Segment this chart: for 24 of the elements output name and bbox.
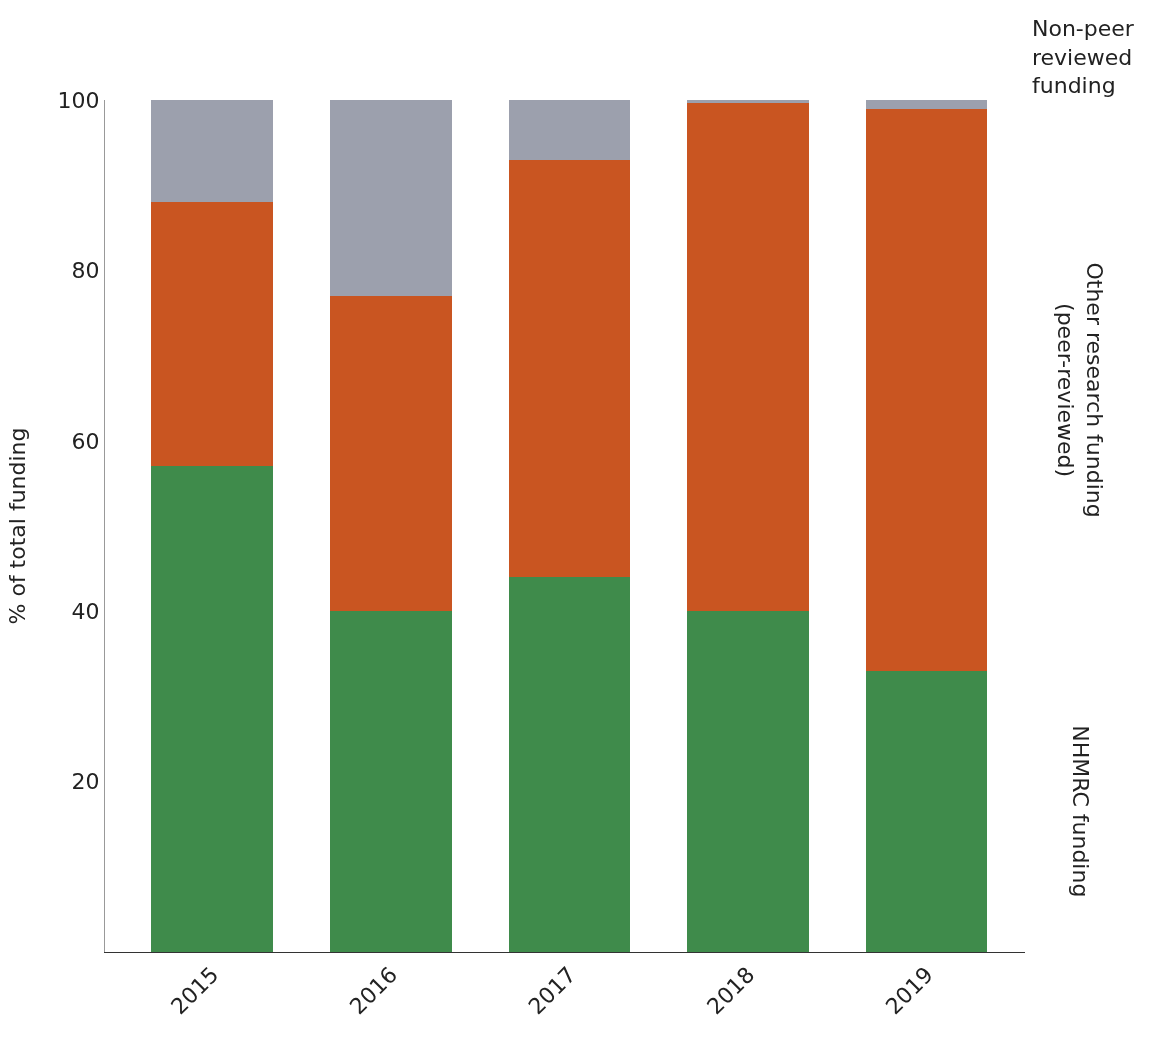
bar bbox=[151, 100, 273, 203]
text: Non-peer reviewed funding bbox=[1032, 16, 1135, 99]
bar bbox=[330, 611, 452, 952]
bar bbox=[687, 611, 809, 952]
bar bbox=[330, 100, 452, 296]
y-tick-label: 100 bbox=[57, 87, 100, 113]
bar bbox=[866, 100, 988, 109]
bar bbox=[508, 577, 631, 952]
text: Other research funding (peer-reviewed) bbox=[1053, 262, 1107, 518]
bar bbox=[508, 100, 631, 160]
bar bbox=[687, 100, 809, 103]
y-axis-title: % of total funding bbox=[5, 427, 31, 625]
y-tick-label: 20 bbox=[71, 769, 100, 795]
text: NHMRC funding bbox=[1067, 725, 1093, 898]
y-tick-label: 80 bbox=[71, 258, 100, 284]
bar bbox=[151, 466, 273, 952]
y-tick-label: 40 bbox=[71, 598, 100, 624]
y-tick-label: 60 bbox=[71, 428, 100, 454]
bar bbox=[687, 102, 809, 612]
bar bbox=[151, 202, 273, 467]
bar bbox=[508, 159, 631, 578]
bar bbox=[330, 295, 452, 612]
bar bbox=[866, 108, 988, 671]
bar bbox=[866, 670, 988, 952]
